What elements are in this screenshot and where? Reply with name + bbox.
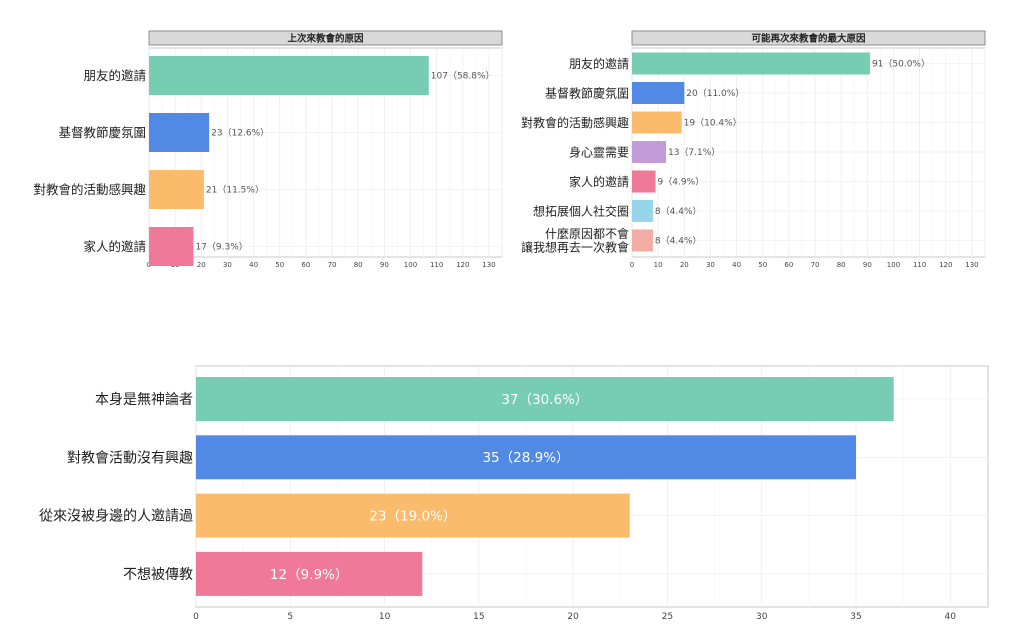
x-tick-label: 80 bbox=[354, 261, 363, 269]
x-tick-label: 30 bbox=[223, 261, 232, 269]
data-label: 23（19.0%） bbox=[369, 508, 456, 524]
x-tick-label: 20 bbox=[567, 612, 579, 622]
x-tick-label: 15 bbox=[473, 612, 484, 622]
category-label: 從來沒被身邊的人邀請過 bbox=[39, 508, 193, 525]
bar bbox=[149, 170, 204, 209]
data-label: 12（9.9%） bbox=[270, 567, 348, 583]
x-tick-label: 60 bbox=[301, 261, 310, 269]
chart-last-visit-reasons: 上次來教會的原因0102030405060708090100110120130朋… bbox=[33, 30, 503, 269]
bar bbox=[149, 113, 210, 152]
x-tick-label: 90 bbox=[863, 261, 872, 269]
category-label: 家人的邀請 bbox=[569, 174, 629, 189]
x-tick-label: 40 bbox=[249, 261, 258, 269]
bar bbox=[196, 493, 630, 538]
x-tick-label: 20 bbox=[197, 261, 206, 269]
chart-title-strip bbox=[148, 30, 503, 46]
category-label: 本身是無神論者 bbox=[95, 392, 193, 408]
x-tick-label: 130 bbox=[965, 261, 978, 269]
x-tick-label: 80 bbox=[837, 261, 846, 269]
x-tick-label: 110 bbox=[913, 261, 926, 269]
bar bbox=[196, 551, 423, 596]
chart-no-visit-reasons: 0 5 10 15 20 25 30 35 40 本身是無神論者 37（30.6%） 對教會活動沒有興… bbox=[39, 365, 989, 622]
data-label: 19（10.4%） bbox=[684, 118, 742, 129]
bar bbox=[632, 82, 685, 104]
data-label: 35（28.9%） bbox=[482, 450, 569, 466]
category-label: 朋友的邀請 bbox=[569, 56, 629, 71]
chart-title: 可能再次來教會的最大原因 bbox=[751, 33, 865, 45]
data-label: 8（4.4%） bbox=[655, 236, 702, 247]
x-tick-label: 90 bbox=[380, 261, 389, 269]
x-tick-label: 100 bbox=[404, 261, 417, 269]
bar bbox=[149, 227, 194, 266]
x-tick-label: 50 bbox=[758, 261, 767, 269]
x-tick-label: 0 bbox=[630, 261, 634, 269]
x-tick-label: 35 bbox=[850, 612, 861, 622]
x-tick-label: 120 bbox=[939, 261, 952, 269]
category-label: 不想被傳教 bbox=[123, 567, 193, 583]
x-tick-label: 130 bbox=[482, 261, 495, 269]
bar bbox=[632, 200, 653, 222]
bar bbox=[196, 377, 894, 421]
chart-title: 上次來教會的原因 bbox=[287, 33, 363, 45]
x-tick-label: 120 bbox=[456, 261, 469, 269]
data-label: 107（58.8%） bbox=[431, 71, 495, 82]
data-label: 37（30.6%） bbox=[501, 392, 588, 408]
data-label: 13（7.1%） bbox=[668, 147, 720, 158]
bar bbox=[632, 111, 682, 134]
bar bbox=[632, 229, 653, 252]
category-label: 家人的邀請 bbox=[83, 239, 146, 254]
x-tick-label: 100 bbox=[887, 261, 900, 269]
x-tick-label: 110 bbox=[430, 261, 443, 269]
x-tick-label: 10 bbox=[379, 612, 391, 622]
category-label: 基督教節慶氛圍 bbox=[58, 125, 146, 140]
data-label: 9（4.9%） bbox=[658, 177, 705, 188]
category-label: 想拓展個人社交圈 bbox=[533, 203, 629, 218]
x-tick-label: 0 bbox=[193, 612, 199, 622]
category-label: 身心靈需要 bbox=[569, 144, 629, 159]
category-label: 朋友的邀請 bbox=[83, 68, 146, 83]
x-tick-label: 20 bbox=[680, 261, 689, 269]
x-tick-label: 40 bbox=[945, 612, 957, 622]
x-tick-label: 50 bbox=[275, 261, 284, 269]
category-label: 對教會的活動感興趣 bbox=[33, 182, 146, 197]
x-tick-label: 70 bbox=[811, 261, 820, 269]
x-tick-label: 10 bbox=[654, 261, 663, 269]
chart-title-strip bbox=[631, 30, 986, 46]
x-tick-label: 30 bbox=[756, 612, 768, 622]
plot-area bbox=[631, 47, 986, 258]
x-tick-label: 5 bbox=[287, 612, 293, 622]
x-tick-label: 25 bbox=[662, 612, 673, 622]
data-label: 17（9.3%） bbox=[195, 242, 247, 253]
data-label: 8（4.4%） bbox=[655, 206, 702, 217]
bar bbox=[632, 170, 656, 193]
data-label: 21（11.5%） bbox=[206, 185, 264, 196]
bar bbox=[196, 435, 856, 480]
category-label: 基督教節慶氛圍 bbox=[545, 85, 629, 100]
category-label: 對教會的活動感興趣 bbox=[521, 115, 629, 130]
bar bbox=[632, 141, 666, 163]
x-tick-label: 30 bbox=[706, 261, 715, 269]
x-tick-label: 70 bbox=[328, 261, 337, 269]
category-label: 什麼原因都不會讓我想再去一次教會 bbox=[521, 226, 629, 254]
x-tick-label: 60 bbox=[784, 261, 793, 269]
data-label: 20（11.0%） bbox=[686, 88, 744, 99]
data-label: 91（50.0%） bbox=[872, 59, 930, 70]
x-tick-label: 40 bbox=[732, 261, 741, 269]
category-label: 對教會活動沒有興趣 bbox=[67, 449, 193, 466]
bar bbox=[149, 56, 429, 95]
chart-revisit-reasons: 可能再次來教會的最大原因 0 10 20 30 40 50 60 70 80 90 100 110 120… bbox=[521, 30, 986, 269]
data-label: 23（12.6%） bbox=[211, 128, 269, 139]
bar bbox=[632, 52, 870, 75]
